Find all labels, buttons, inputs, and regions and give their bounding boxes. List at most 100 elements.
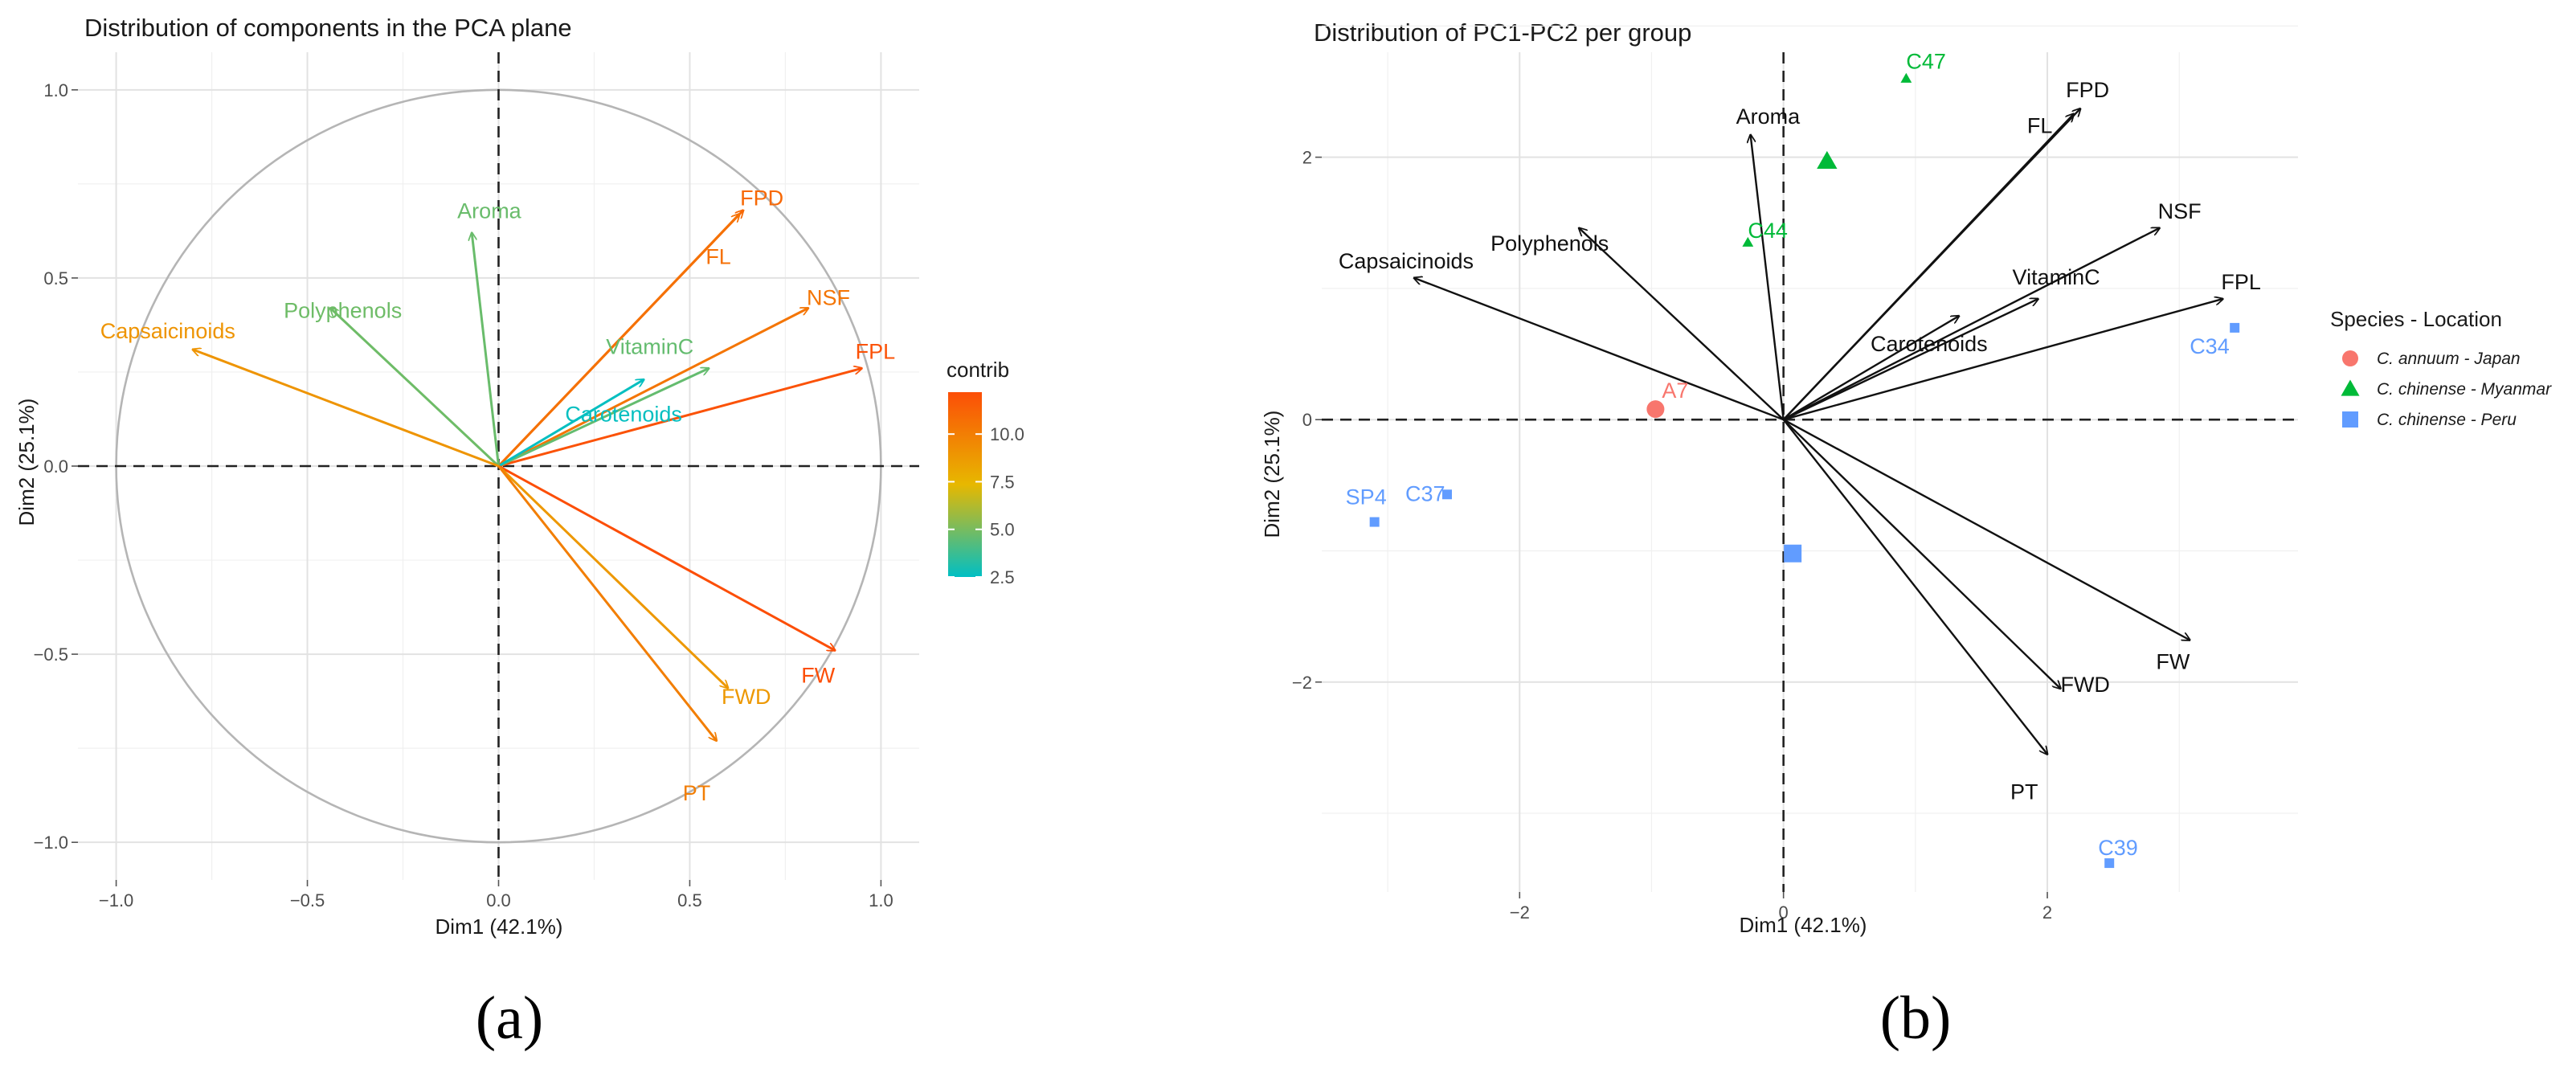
vector-fwd xyxy=(497,464,729,688)
panel-b-zero-lines xyxy=(1322,52,2298,892)
vector-label-fl: FL xyxy=(2027,114,2053,138)
y-tick-label: 0.5 xyxy=(43,268,68,288)
y-tick-label: −1.0 xyxy=(34,833,68,853)
vector-label-fpl: FPL xyxy=(2221,270,2261,294)
panel-a-vectors: FPD FL NSF FPL VitaminC Carotenoids Aroma Polyp… xyxy=(100,186,895,805)
vector-label-fw: FW xyxy=(801,663,835,687)
legend-label-c-chinense-myanmar: C. chinense - Myanmar xyxy=(2377,380,2552,399)
vector-label-fpd: FPD xyxy=(740,186,783,211)
panel-b-caption: (b) xyxy=(1880,984,1952,1052)
y-tick-label: 0 xyxy=(1302,410,1312,430)
vector-aroma xyxy=(1751,135,1785,420)
x-tick-label: −0.5 xyxy=(290,890,325,910)
point-label-c39: C39 xyxy=(2098,836,2138,860)
x-tick-label: 0 xyxy=(1779,902,1789,923)
point-label-c37: C37 xyxy=(1405,481,1445,505)
panel-b-individuals: A7 C47 C44 C34 SP4 C37 C39 xyxy=(1346,50,2240,869)
point-label-c34: C34 xyxy=(2190,334,2230,358)
panel-a-x-axis-label: Dim1 (42.1%) xyxy=(435,914,563,939)
contrib-colorbar-ticks: 2.5 5.0 7.5 10.0 xyxy=(948,424,1024,587)
point-c44 xyxy=(1742,236,1754,247)
panel-a-variable-plot: Distribution of components in the PCA pl… xyxy=(14,14,1024,1052)
vector-vitaminc xyxy=(497,368,709,468)
y-tick-label: 0.0 xyxy=(43,456,68,477)
panel-b-ticks: −2 0 2 2 0 −2 xyxy=(1292,148,2052,923)
colorbar-tick-label: 2.5 xyxy=(990,567,1015,587)
panel-b-group-legend: Species - Location C. annuum - Japan C. c… xyxy=(2330,307,2552,429)
legend-label-c-chinense-peru: C. chinense - Peru xyxy=(2377,411,2517,429)
vector-pt xyxy=(497,465,717,741)
colorbar-tick-label: 5.0 xyxy=(990,520,1015,540)
vector-aroma xyxy=(472,233,500,467)
vector-label-capsaicinoids: Capsaicinoids xyxy=(1339,249,1474,273)
legend-key-c-chinense-myanmar xyxy=(2341,379,2360,396)
vector-capsaicinoids xyxy=(1414,278,1785,421)
vector-label-polyphenols: Polyphenols xyxy=(284,298,402,322)
x-tick-label: 0.5 xyxy=(677,890,702,910)
panel-a-title: Distribution of components in the PCA pl… xyxy=(84,14,572,42)
panel-b-vectors: FPD FL NSF FPL VitaminC Carotenoids Aroma Polyp… xyxy=(1339,78,2261,804)
point-sp4 xyxy=(1369,517,1380,527)
vector-capsaicinoids xyxy=(193,350,500,468)
group-legend-title: Species - Location xyxy=(2330,307,2502,331)
vector-vitaminc xyxy=(1783,299,2038,421)
vector-label-fpl: FPL xyxy=(856,339,896,363)
vector-label-fw: FW xyxy=(2156,650,2190,674)
contrib-legend-title: contrib xyxy=(947,358,1009,382)
group-legend-items: C. annuum - Japan C. chinense - Myanmar C.… xyxy=(2341,350,2552,429)
panel-b-biplot: Distribution of PC1-PC2 per group −2 0 2 2 0… xyxy=(1260,18,2552,1052)
vector-fwd xyxy=(1782,419,2061,689)
point-label-c44: C44 xyxy=(1748,219,1788,243)
point-c39 xyxy=(2104,858,2115,869)
legend-key-c-annuum-japan xyxy=(2342,350,2358,366)
vector-carotenoids xyxy=(1783,316,1959,421)
point-label-sp4: SP4 xyxy=(1346,485,1387,509)
x-tick-label: −2 xyxy=(1510,902,1530,923)
vector-label-nsf: NSF xyxy=(2158,199,2202,223)
legend-label-c-annuum-japan: C. annuum - Japan xyxy=(2377,350,2521,368)
vector-label-polyphenols: Polyphenols xyxy=(1490,231,1609,256)
panel-a-y-axis-label: Dim2 (25.1%) xyxy=(14,399,39,526)
vector-label-pt: PT xyxy=(2010,780,2038,804)
vector-label-nsf: NSF xyxy=(807,285,850,309)
vector-nsf xyxy=(1783,228,2160,421)
point-c47 xyxy=(1900,72,1912,83)
vector-carotenoids xyxy=(497,379,644,468)
x-tick-label: 2 xyxy=(2042,902,2052,923)
vector-label-fl: FL xyxy=(705,244,731,268)
panel-b-y-axis-label: Dim2 (25.1%) xyxy=(1260,411,1284,538)
point-c34 xyxy=(2230,322,2240,333)
vector-fw xyxy=(497,464,836,650)
vector-fl xyxy=(1782,114,2074,421)
y-tick-label: 1.0 xyxy=(43,80,68,100)
panel-b-gridlines xyxy=(1322,25,2298,892)
panel-b-title: Distribution of PC1-PC2 per group xyxy=(1314,18,1691,47)
contrib-colorbar xyxy=(948,392,982,577)
point-a7 xyxy=(1650,404,1661,415)
point-c37 xyxy=(1441,489,1452,500)
vector-polyphenols xyxy=(1579,228,1785,421)
y-tick-label: −2 xyxy=(1292,673,1312,693)
centroid-c-chinense-myanmar xyxy=(1817,150,1838,170)
vector-label-carotenoids: Carotenoids xyxy=(565,402,682,426)
x-tick-label: 1.0 xyxy=(869,890,893,910)
vector-label-pt: PT xyxy=(683,781,711,805)
vector-label-fpd: FPD xyxy=(2066,78,2109,102)
point-label-a7: A7 xyxy=(1662,378,1688,403)
panel-a-ticks: −1.0 −0.5 0.0 0.5 1.0 1.0 0.5 0.0 −0.5 −1.0 xyxy=(34,80,893,910)
vector-label-fwd: FWD xyxy=(722,685,771,709)
vector-label-fwd: FWD xyxy=(2060,673,2109,697)
vector-label-capsaicinoids: Capsaicinoids xyxy=(100,319,235,343)
vector-fpl xyxy=(1783,299,2223,421)
colorbar-tick-label: 10.0 xyxy=(990,424,1024,444)
panel-b-x-axis-label: Dim1 (42.1%) xyxy=(1740,913,1867,937)
point-label-c47: C47 xyxy=(1906,50,1946,74)
colorbar-tick-label: 7.5 xyxy=(990,472,1015,492)
panel-a-caption: (a) xyxy=(476,984,543,1052)
vector-fw xyxy=(1783,419,2190,640)
vector-label-aroma: Aroma xyxy=(1736,104,1801,129)
vector-label-aroma: Aroma xyxy=(457,199,522,223)
vector-fpl xyxy=(498,368,862,468)
